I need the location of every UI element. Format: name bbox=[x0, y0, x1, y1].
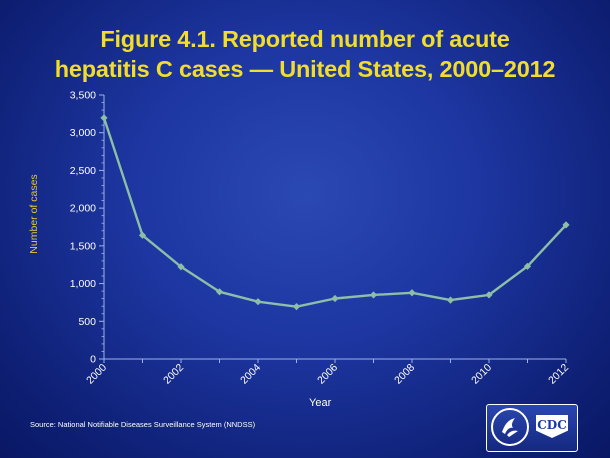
data-point bbox=[215, 288, 224, 296]
data-point bbox=[254, 298, 262, 306]
cdc-shield-icon: CDC bbox=[536, 415, 568, 438]
cdc-logo-text: CDC bbox=[537, 418, 567, 432]
y-tick-label: 2,000 bbox=[70, 203, 96, 215]
data-point bbox=[138, 231, 147, 239]
y-tick-label: 3,500 bbox=[70, 90, 96, 102]
x-tick-label: 2002 bbox=[161, 362, 186, 387]
data-point bbox=[292, 303, 301, 311]
y-tick-label: 500 bbox=[78, 316, 96, 328]
y-ticks: 0 500 1,000 1,500 2,000 2,500 3,000 3,500 bbox=[70, 90, 104, 366]
x-tick-label: 2004 bbox=[238, 362, 263, 387]
chart-title-line-1: Figure 4.1. Reported number of acute bbox=[100, 26, 510, 52]
x-tick-label: 2000 bbox=[84, 362, 109, 387]
data-point bbox=[408, 289, 416, 297]
x-tick-label: 2012 bbox=[546, 362, 571, 387]
data-point bbox=[523, 262, 532, 270]
x-ticks: 2000 2002 2004 2006 2008 2010 2012 bbox=[84, 359, 571, 387]
cdc-logo: CDC bbox=[486, 404, 578, 452]
hhs-eagle-seal-icon bbox=[491, 408, 529, 446]
x-tick-label: 2008 bbox=[392, 362, 417, 387]
y-tick-label: 0 bbox=[90, 354, 96, 366]
chart-title: Figure 4.1. Reported number of acute hep… bbox=[0, 24, 610, 84]
data-point bbox=[177, 263, 185, 271]
data-point bbox=[100, 114, 108, 122]
x-tick-label: 2006 bbox=[315, 362, 340, 387]
series-group bbox=[100, 114, 570, 311]
x-tick-label: 2010 bbox=[469, 362, 494, 387]
y-tick-label: 2,500 bbox=[70, 165, 96, 177]
axes bbox=[103, 95, 566, 360]
data-point bbox=[562, 221, 570, 229]
source-note: Source: National Notifiable Diseases Sur… bbox=[30, 420, 256, 429]
series-line bbox=[102, 117, 567, 308]
data-point bbox=[485, 291, 493, 299]
x-axis-label: Year bbox=[309, 397, 332, 409]
chart-title-line-2: hepatitis C cases — United States, 2000–… bbox=[54, 56, 556, 82]
y-tick-label: 1,500 bbox=[70, 240, 96, 252]
y-tick-label: 3,000 bbox=[70, 127, 96, 139]
y-tick-label: 1,000 bbox=[70, 278, 96, 290]
data-point bbox=[331, 294, 339, 303]
data-point bbox=[446, 296, 455, 304]
data-point bbox=[369, 291, 378, 299]
